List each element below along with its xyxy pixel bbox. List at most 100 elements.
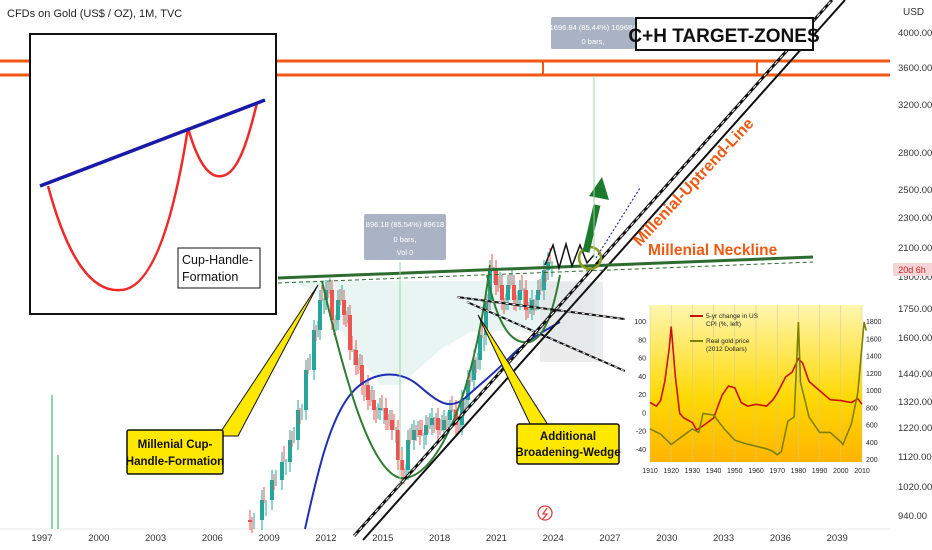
- x-tick-label: 2003: [145, 533, 166, 544]
- inset-label-line1: Cup-Handle-: [182, 253, 253, 267]
- target-zones-text: C+H TARGET-ZONES: [628, 26, 819, 47]
- x-tick-label: 2018: [429, 533, 450, 544]
- candle-body: [400, 460, 404, 470]
- inset-right-tick: 1800: [866, 319, 882, 326]
- candle-body: [360, 365, 364, 385]
- lightning-icon[interactable]: [537, 505, 553, 521]
- candle-body: [304, 370, 308, 410]
- x-tick-label: 2021: [486, 533, 507, 544]
- candle-body: [512, 285, 516, 300]
- inset-x-tick: 2000: [833, 468, 849, 475]
- wedge-callout-line1: Additional: [540, 431, 596, 443]
- candle-body: [270, 480, 274, 500]
- inset-legend-2a: Real gold price: [706, 338, 750, 345]
- current-price-tag-text: 20d 6h: [898, 265, 926, 275]
- candle-body: [484, 300, 488, 335]
- neckline: [277, 255, 814, 284]
- inset-left-tick: 60: [638, 356, 646, 363]
- candle-body: [430, 418, 434, 425]
- inset-legend-1b: CPI (%, left): [706, 321, 741, 328]
- cpi-inset-chart: 1910 1920 1930 1940 1950 1960 1970 1980 1990 2000…: [625, 298, 882, 483]
- candle-body: [372, 400, 376, 410]
- inset-right-tick: 200: [866, 457, 878, 464]
- inset-x-tick: 1950: [727, 468, 743, 475]
- x-tick-label: 2030: [656, 533, 677, 544]
- inset-x-tick: 1980: [791, 468, 807, 475]
- broadening-wedge: [456, 296, 633, 372]
- candle-body: [384, 408, 388, 420]
- inset-right-tick: 1400: [866, 354, 882, 361]
- inset-legend: 5-yr change in US CPI (%, left) Real gol…: [690, 313, 759, 353]
- measure-box-1-line3: Vol 0: [397, 248, 414, 257]
- inset-cpi-line: [649, 326, 863, 432]
- chart-title: CFDs on Gold (US$ / OZ), 1M, TVC: [7, 8, 182, 20]
- x-tick-label: 2024: [543, 533, 564, 544]
- y-tick-label: 1120.00: [898, 452, 932, 463]
- inset-right-tick: 400: [866, 440, 878, 447]
- candle-body: [412, 430, 416, 440]
- candle-body: [396, 430, 400, 460]
- candle-body: [336, 300, 340, 320]
- inset-x-tick: 1940: [706, 468, 722, 475]
- inset-x-tick: 1970: [769, 468, 785, 475]
- candle-body: [342, 300, 346, 315]
- inset-x-tick: 1930: [685, 468, 701, 475]
- candle-body: [280, 462, 284, 480]
- wedge-callout-line2: Broadening-Wedge: [515, 447, 620, 459]
- inset-left-tick: 40: [638, 374, 646, 381]
- inset-right-tick: 800: [866, 405, 878, 412]
- y-tick-label: 1600.00: [898, 333, 932, 344]
- cup-handle-callout-line2: Handle-Formation: [126, 456, 224, 468]
- inset-x-tick: 1990: [812, 468, 828, 475]
- inset-left-tick: 80: [638, 337, 646, 344]
- candle-body: [418, 430, 422, 435]
- x-tick-label: 2039: [827, 533, 848, 544]
- y-tick-label: 2500.00: [898, 185, 932, 196]
- candle-body: [448, 410, 452, 420]
- y-tick-label: 3200.00: [898, 100, 932, 111]
- measure-box-1-line1: 896.18 (85.54%) 89618: [366, 220, 444, 229]
- inset-x-tick: 2010: [854, 468, 870, 475]
- y-tick-label: 3600.00: [898, 63, 932, 74]
- measure-box-2-line1: 1696.84 (85.44%) 169684: [550, 23, 637, 32]
- inset-x-tick: 1960: [748, 468, 764, 475]
- current-price-tag: 20d 6h: [893, 263, 932, 276]
- cup-handle-inset: Cup-Handle- Formation: [29, 33, 277, 315]
- candle-body: [436, 418, 440, 430]
- candle-body: [260, 500, 264, 520]
- target-zones-label: C+H TARGET-ZONES: [628, 17, 820, 51]
- candle-body: [296, 410, 300, 440]
- time-axis: 1997 2000 2003 2006 2009 2012 2015 2018 2021 2024…: [31, 533, 847, 544]
- measure-box-1-line2: 0 bars,: [394, 235, 417, 244]
- candle-body: [524, 290, 528, 310]
- inset-left-tick: 20: [638, 392, 646, 399]
- candle-body: [424, 425, 428, 435]
- measure-box-1: 896.18 (85.54%) 89618 0 bars, Vol 0: [364, 214, 446, 260]
- cup-handle-callout-line1: Millenial Cup-: [138, 439, 213, 451]
- currency-label: USD: [903, 7, 924, 18]
- candle-body: [406, 440, 410, 470]
- x-tick-label: 2033: [713, 533, 734, 544]
- x-tick-label: 2027: [599, 533, 620, 544]
- candle-body: [478, 335, 482, 360]
- y-tick-label: 2800.00: [898, 148, 932, 159]
- y-tick-label: 1220.00: [898, 423, 932, 434]
- inset-right-tick: 1200: [866, 371, 882, 378]
- wedge-callout: Additional Broadening-Wedge: [477, 314, 621, 465]
- volume-bars: [51, 395, 59, 529]
- y-tick-label: 940.00: [898, 511, 927, 522]
- y-tick-label: 1320.00: [898, 397, 932, 408]
- measure-box-2: 1696.84 (85.44%) 169684 0 bars,: [550, 17, 637, 49]
- cup-handle-callout: Millenial Cup- Handle-Formation: [126, 284, 319, 475]
- inset-left-tick: -20: [636, 429, 646, 436]
- x-tick-label: 2000: [88, 533, 109, 544]
- inset-right-tick: 600: [866, 423, 878, 430]
- inset-legend-2b: (2012 Dollars): [706, 346, 747, 353]
- inset-legend-1a: 5-yr change in US: [706, 313, 759, 320]
- candle-body: [460, 400, 464, 425]
- measure-box-2-line2: 0 bars,: [582, 37, 605, 46]
- candle-body: [248, 520, 252, 522]
- candle-body: [542, 270, 546, 290]
- x-tick-label: 2012: [315, 533, 336, 544]
